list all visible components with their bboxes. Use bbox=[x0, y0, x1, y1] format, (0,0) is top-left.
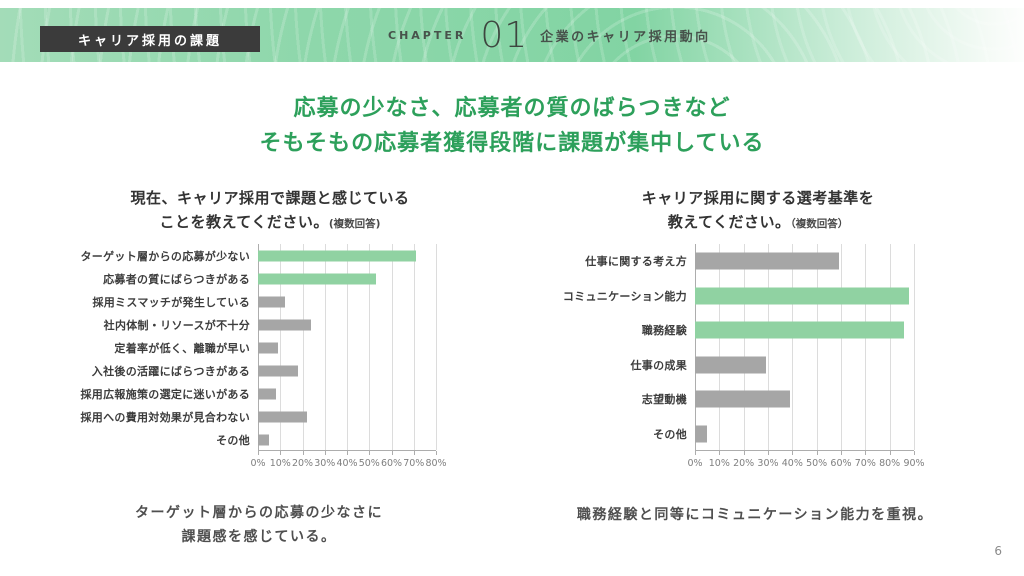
bar-category-label: 採用広報施策の選定に迷いがある bbox=[80, 387, 250, 401]
bar-row: 志望動機 bbox=[560, 382, 914, 417]
bar-row: 職務経験 bbox=[560, 313, 914, 348]
x-axis-tick-label: 10% bbox=[269, 458, 291, 469]
bar bbox=[695, 252, 839, 270]
bar bbox=[258, 342, 279, 353]
right-bar-chart: 仕事に関する考え方コミュニケーション能力職務経験仕事の成果志望動機その他 0% 1… bbox=[560, 244, 925, 471]
section-badge: キャリア採用の課題 bbox=[40, 26, 260, 52]
bar-row: 入社後の活躍にばらつきがある bbox=[64, 359, 436, 382]
x-axis-tick-label: 60% bbox=[830, 458, 852, 469]
bar bbox=[695, 390, 790, 408]
bar-row: 仕事の成果 bbox=[560, 348, 914, 383]
x-axis-tick-label: 10% bbox=[708, 458, 730, 469]
bar-row: 社内体制・リソースが不十分 bbox=[64, 313, 436, 336]
x-axis-tick-label: 80% bbox=[425, 458, 447, 469]
header-band: キャリア採用の課題 CHAPTER 01 企業のキャリア採用動向 bbox=[0, 8, 1024, 62]
bar-category-label: 仕事の成果 bbox=[630, 358, 687, 372]
bar bbox=[258, 296, 285, 307]
x-axis-tick-label: 40% bbox=[781, 458, 803, 469]
x-axis-tick-label: 70% bbox=[403, 458, 425, 469]
x-axis-tick-label: 0% bbox=[687, 458, 703, 469]
right-chart-caption: 職務経験と同等にコミュニケーション能力を重視。 bbox=[560, 503, 950, 527]
x-axis-tick-label: 50% bbox=[358, 458, 380, 469]
bar-row: 定着率が低く、離職が早い bbox=[64, 336, 436, 359]
bar bbox=[258, 319, 312, 330]
bar-category-label: 応募者の質にばらつきがある bbox=[103, 272, 250, 286]
bar-category-label: 職務経験 bbox=[641, 324, 687, 338]
bar-row: 採用広報施策の選定に迷いがある bbox=[64, 382, 436, 405]
right-chart-caption-line1: 職務経験と同等にコミュニケーション能力を重視。 bbox=[576, 507, 934, 523]
page-title-line1: 応募の少なさ、応募者の質のばらつきなど bbox=[293, 96, 731, 121]
page-title-line2: そもそもの応募者獲得段階に課題が集中している bbox=[259, 131, 765, 156]
chapter-label: CHAPTER bbox=[388, 28, 467, 42]
bar-category-label: コミュニケーション能力 bbox=[562, 289, 687, 303]
x-axis-tick-label: 30% bbox=[314, 458, 336, 469]
bar-category-label: 入社後の活躍にばらつきがある bbox=[91, 364, 250, 378]
chapter-block: CHAPTER 01 企業のキャリア採用動向 bbox=[388, 8, 711, 62]
bar-category-label: ターゲット層からの応募が少ない bbox=[80, 249, 250, 263]
bar bbox=[258, 365, 299, 376]
bar-category-label: その他 bbox=[653, 427, 687, 441]
x-axis-tick-label: 20% bbox=[733, 458, 755, 469]
right-chart-title-line2: 教えてください。 bbox=[667, 213, 791, 231]
bar-row: 採用への費用対効果が見合わない bbox=[64, 405, 436, 428]
left-chart-title-line2: ことを教えてください。 bbox=[159, 213, 329, 231]
bar-category-label: 定着率が低く、離職が早い bbox=[114, 341, 250, 355]
right-chart-title-note: （複数回答） bbox=[790, 218, 849, 230]
bar bbox=[695, 425, 708, 443]
x-axis-tick-label: 20% bbox=[291, 458, 314, 469]
bar-row: その他 bbox=[64, 428, 436, 451]
bar-category-label: 採用への費用対効果が見合わない bbox=[80, 410, 250, 424]
x-axis-tick-label: 70% bbox=[854, 458, 876, 469]
chapter-number: 01 bbox=[480, 14, 529, 56]
bar bbox=[258, 273, 376, 284]
left-chart-title-line1: 現在、キャリア採用で課題と感じている bbox=[130, 189, 410, 207]
left-chart-title-note: (複数回答) bbox=[328, 218, 381, 230]
bar bbox=[695, 287, 910, 305]
page-title: 応募の少なさ、応募者の質のばらつきなど そもそもの応募者獲得段階に課題が集中して… bbox=[0, 91, 1024, 161]
right-chart-x-axis: 0% 10% 20% 30% 40% 50% 60% 70% 80% 90% bbox=[687, 451, 925, 471]
left-bar-chart: ターゲット層からの応募が少ない応募者の質にばらつきがある採用ミスマッチが発生して… bbox=[64, 244, 447, 471]
left-chart-caption: ターゲット層からの応募の少なさに 課題感を感じている。 bbox=[64, 501, 454, 549]
bar bbox=[695, 356, 766, 374]
bar-row: 応募者の質にばらつきがある bbox=[64, 267, 436, 290]
bar bbox=[695, 321, 905, 339]
x-axis-tick-label: 40% bbox=[336, 458, 358, 469]
page-number: 6 bbox=[994, 544, 1002, 558]
x-axis-tick-label: 60% bbox=[380, 458, 403, 469]
chapter-title: 企業のキャリア採用動向 bbox=[540, 29, 711, 45]
bar-category-label: 社内体制・リソースが不十分 bbox=[103, 318, 250, 332]
bar bbox=[258, 434, 270, 445]
x-axis-tick-label: 80% bbox=[879, 458, 901, 469]
x-axis-tick-label: 90% bbox=[903, 458, 925, 469]
x-axis-tick-label: 30% bbox=[757, 458, 779, 469]
left-chart-x-axis: 0% 10% 20% 30% 40% 50% 60% 70% 80% bbox=[250, 451, 447, 471]
bar-row: コミュニケーション能力 bbox=[560, 279, 914, 314]
left-chart-caption-line2: 課題感を感じている。 bbox=[181, 529, 337, 545]
bar bbox=[258, 388, 276, 399]
bar bbox=[258, 411, 307, 422]
right-chart-title: キャリア採用に関する選考基準を 教えてください。（複数回答） bbox=[593, 186, 923, 236]
bar-category-label: 仕事に関する考え方 bbox=[585, 255, 687, 269]
right-chart-title-line1: キャリア採用に関する選考基準を bbox=[641, 189, 875, 207]
section-badge-label: キャリア採用の課題 bbox=[77, 33, 222, 49]
bar-category-label: 採用ミスマッチが発生している bbox=[92, 295, 250, 309]
right-chart-gridlines bbox=[695, 244, 915, 451]
left-chart-title: 現在、キャリア採用で課題と感じている ことを教えてください。(複数回答) bbox=[84, 186, 456, 236]
left-chart-caption-line1: ターゲット層からの応募の少なさに bbox=[135, 505, 383, 521]
bar-category-label: 志望動機 bbox=[641, 393, 687, 407]
bar-row: その他 bbox=[560, 417, 914, 452]
bar-category-label: その他 bbox=[216, 433, 250, 447]
bar-row: ターゲット層からの応募が少ない bbox=[64, 244, 436, 267]
x-axis-tick-label: 50% bbox=[806, 458, 828, 469]
bar-row: 採用ミスマッチが発生している bbox=[64, 290, 436, 313]
bar-row: 仕事に関する考え方 bbox=[560, 244, 914, 279]
bar bbox=[258, 250, 416, 261]
x-axis-tick-label: 0% bbox=[250, 458, 266, 469]
